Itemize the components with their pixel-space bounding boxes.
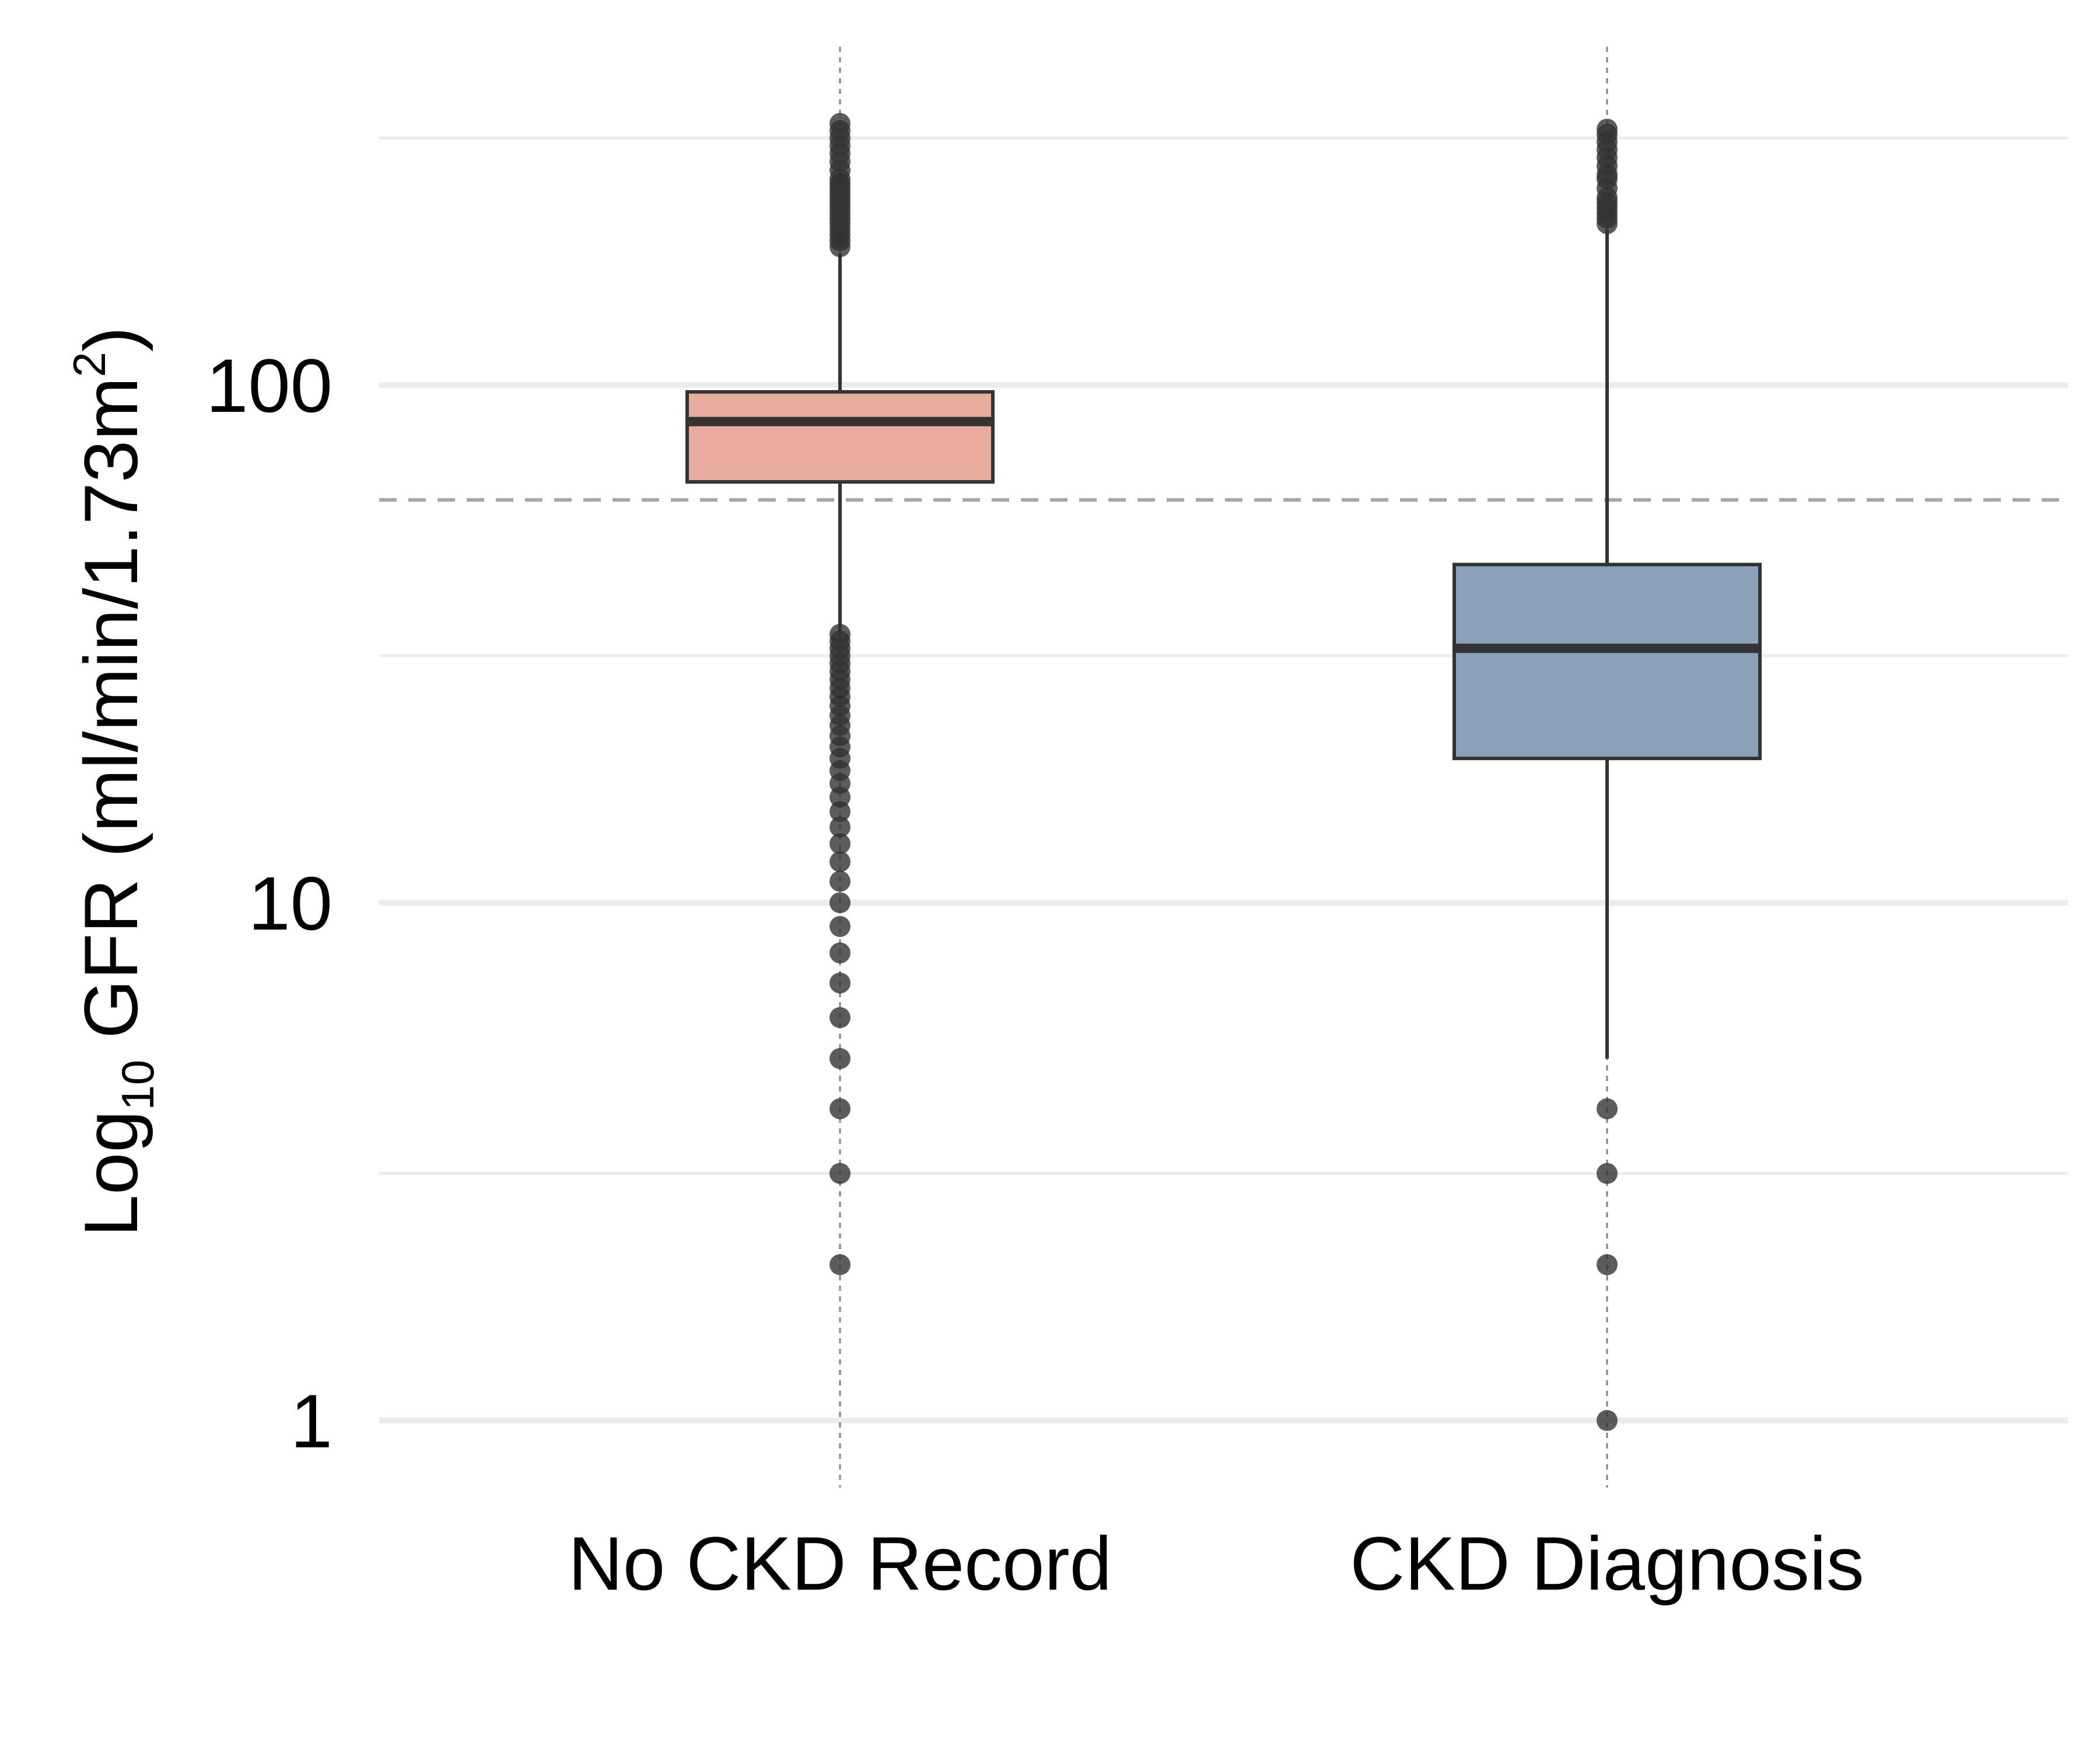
outlier-point <box>1597 1163 1618 1184</box>
category-center-lines <box>839 47 1608 1488</box>
box-group <box>685 113 995 1275</box>
y-tick-label: 1 <box>290 1378 332 1464</box>
outlier-point <box>1597 1098 1618 1119</box>
outlier-point <box>830 892 850 914</box>
x-tick-label: No CKD Record <box>568 1521 1112 1606</box>
outlier-point <box>830 972 850 993</box>
outlier-point <box>830 801 850 823</box>
outlier-point <box>830 1048 850 1069</box>
grid-layer <box>379 137 2068 1423</box>
box-group <box>1452 118 1762 1431</box>
box-layer <box>685 113 1762 1431</box>
outlier-point <box>830 942 850 964</box>
outlier-point <box>830 1098 850 1119</box>
box-iqr <box>1452 562 1762 761</box>
outlier-point <box>830 916 850 937</box>
outlier-point <box>830 833 850 855</box>
x-tick-label: CKD Diagnosis <box>1350 1521 1864 1606</box>
outlier-point <box>830 816 850 838</box>
outlier-point <box>1597 1254 1618 1275</box>
y-tick-label: 100 <box>206 343 332 428</box>
tick-label-layer: 1 10 100 No CKD Record CKD Diagnosis <box>206 343 1864 1606</box>
outlier-point <box>830 1254 850 1275</box>
outlier-point <box>830 1007 850 1028</box>
outlier-point <box>830 113 850 134</box>
outlier-point <box>830 1163 850 1184</box>
y-tick-label: 10 <box>248 861 332 946</box>
box-iqr <box>685 390 995 484</box>
y-axis-label: Log10 GFR (ml/min/1.73m2) <box>64 327 163 1237</box>
outlier-point <box>830 786 850 808</box>
outlier-point <box>1597 1410 1618 1431</box>
outlier-point <box>830 851 850 873</box>
outlier-point <box>1597 118 1618 140</box>
outlier-point <box>830 870 850 892</box>
